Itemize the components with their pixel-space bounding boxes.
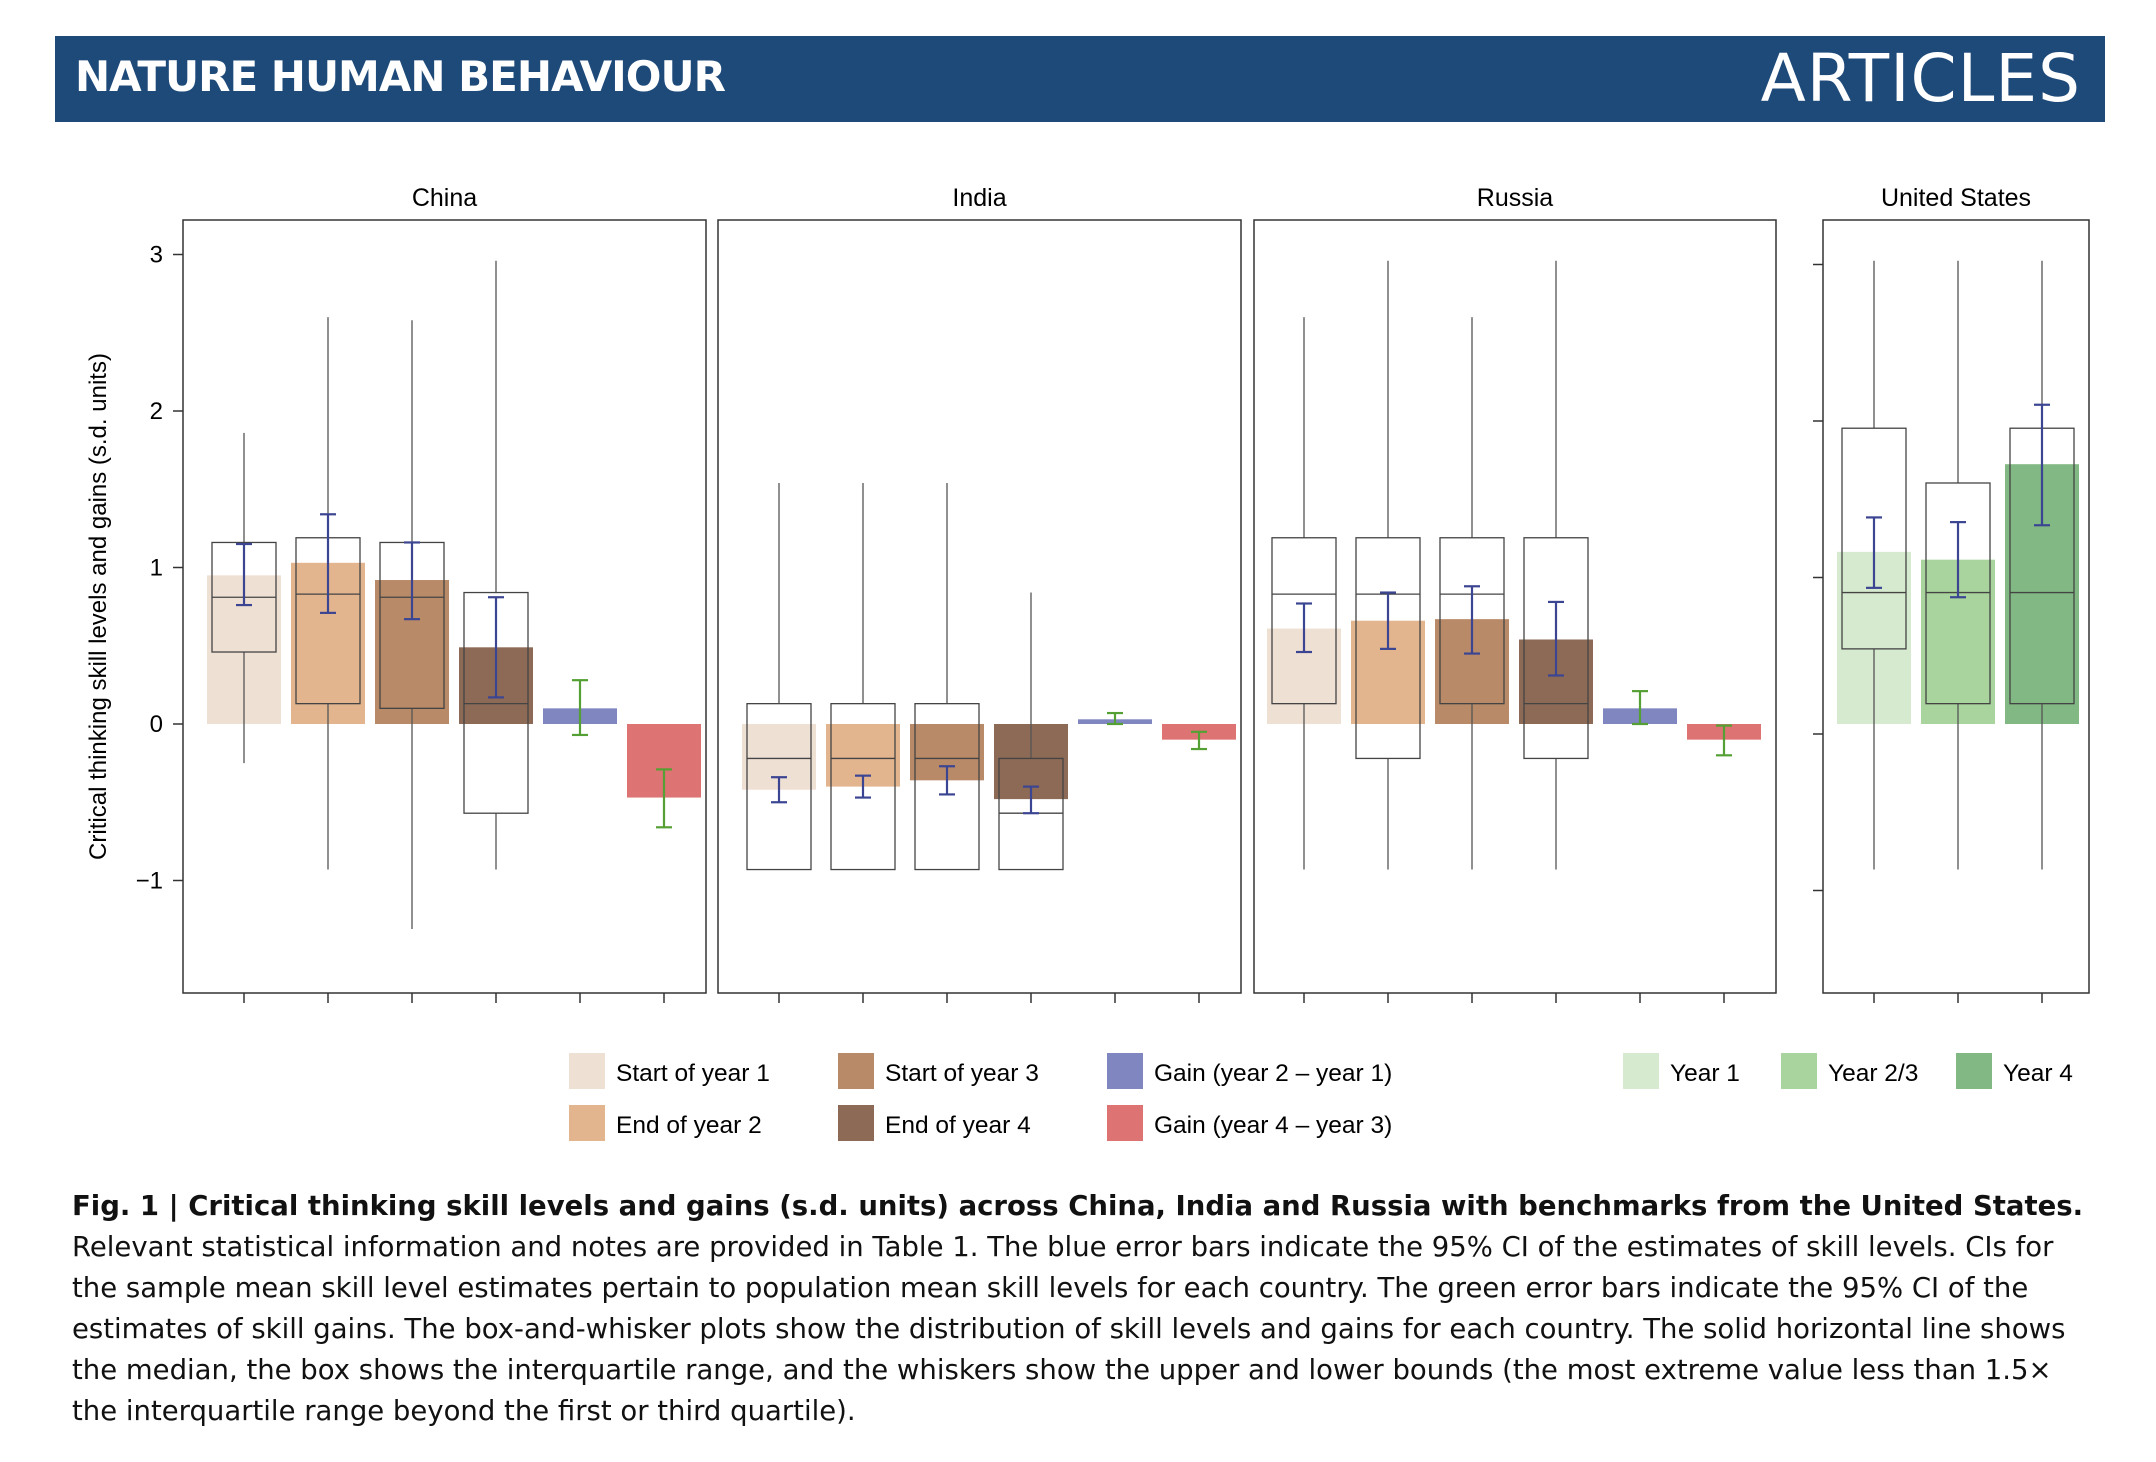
iqr-box	[830, 703, 896, 871]
legend-label-us: Year 4	[2003, 1060, 2073, 1087]
legend-swatch-us	[1623, 1053, 1659, 1089]
legend-label-us: Year 2/3	[1828, 1060, 1918, 1087]
panel-title-0: China	[412, 184, 477, 212]
y-tick-label: 3	[150, 242, 163, 269]
panel-title-3: United States	[1881, 184, 2031, 212]
legend-label: Gain (year 2 – year 1)	[1154, 1060, 1392, 1087]
caption-body: Relevant statistical information and not…	[72, 1231, 2066, 1427]
iqr-box	[1925, 482, 1991, 705]
y-tick-label: 2	[150, 398, 163, 425]
figure-caption: Fig. 1 | Critical thinking skill levels …	[72, 1186, 2092, 1432]
legend-label: Start of year 1	[616, 1060, 770, 1087]
y-axis-label: Critical thinking skill levels and gains…	[85, 353, 112, 860]
legend-label: End of year 2	[616, 1112, 762, 1139]
panel-frame-3	[1822, 219, 2090, 994]
journal-banner	[55, 36, 2105, 122]
legend-swatch	[569, 1105, 605, 1141]
legend-swatch	[1107, 1053, 1143, 1089]
legend-swatch-us	[1956, 1053, 1992, 1089]
iqr-box	[1523, 537, 1589, 760]
legend-label: Start of year 3	[885, 1060, 1039, 1087]
panel-frame-1	[717, 219, 1242, 994]
y-tick-label: 0	[150, 711, 163, 738]
iqr-box	[914, 703, 980, 871]
legend-swatch	[569, 1053, 605, 1089]
caption-lead: Fig. 1 | Critical thinking skill levels …	[72, 1190, 2084, 1222]
iqr-box	[998, 757, 1064, 871]
panel-frame-2	[1253, 219, 1777, 994]
iqr-box	[463, 591, 529, 814]
section-label: ARTICLES	[1760, 40, 2081, 117]
legend-label-us: Year 1	[1670, 1060, 1740, 1087]
panel-title-1: India	[952, 184, 1006, 212]
legend-label: Gain (year 4 – year 3)	[1154, 1112, 1392, 1139]
panel-frame-0	[182, 219, 707, 994]
legend-swatch	[1107, 1105, 1143, 1141]
legend-swatch	[838, 1053, 874, 1089]
iqr-box	[746, 703, 812, 871]
journal-title: NATURE HUMAN BEHAVIOUR	[75, 52, 726, 101]
iqr-box	[1439, 537, 1505, 705]
legend-swatch-us	[1781, 1053, 1817, 1089]
y-tick-label: −1	[136, 868, 163, 895]
legend-swatch	[838, 1105, 874, 1141]
figure-chart: 3 2 1 0 −1 Critical thinking skill levels and…	[85, 184, 2090, 1141]
panel-title-2: Russia	[1477, 184, 1554, 212]
iqr-box	[1841, 427, 1907, 650]
iqr-box	[1355, 537, 1421, 760]
iqr-box	[1271, 537, 1337, 705]
y-tick-label: 1	[150, 555, 163, 582]
legend-label: End of year 4	[885, 1112, 1031, 1139]
